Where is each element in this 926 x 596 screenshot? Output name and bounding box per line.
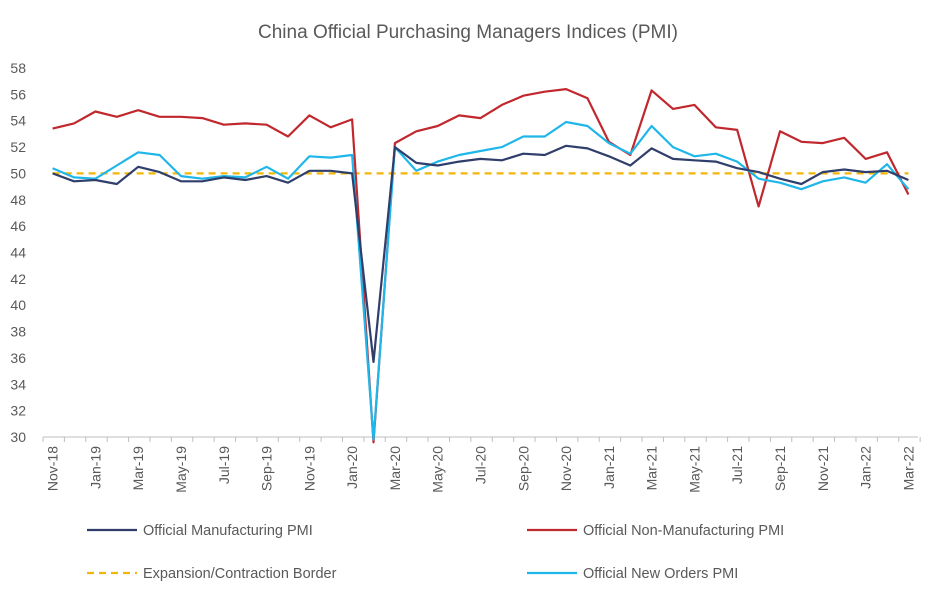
y-tick-label: 48 bbox=[10, 192, 26, 208]
legend-label: Official Manufacturing PMI bbox=[143, 523, 313, 539]
y-tick-label: 46 bbox=[10, 218, 26, 234]
x-tick-label: Nov-18 bbox=[45, 446, 61, 491]
y-tick-label: 34 bbox=[10, 376, 26, 392]
series-line-official-new-orders-pmi bbox=[52, 120, 910, 441]
y-tick-label: 32 bbox=[10, 403, 26, 419]
x-tick-label: Jan-22 bbox=[858, 446, 874, 489]
y-tick-label: 40 bbox=[10, 297, 26, 313]
x-tick-label: May-20 bbox=[430, 446, 446, 493]
x-tick-label: Jul-20 bbox=[473, 446, 489, 484]
x-tick-label: Sep-20 bbox=[515, 446, 531, 491]
legend-label: Expansion/Contraction Border bbox=[143, 566, 337, 582]
x-tick-label: Jul-19 bbox=[216, 446, 232, 484]
x-axis: Nov-18 Jan-19 Mar-19 May-19 Jul-19 Sep-19 Nov-… bbox=[42, 436, 921, 493]
y-tick-label: 58 bbox=[10, 60, 26, 76]
x-tick-label: Jul-21 bbox=[729, 446, 745, 484]
x-tick-label: Jan-20 bbox=[344, 446, 360, 489]
series-line-official-manufacturing-pmi bbox=[52, 144, 909, 363]
x-tick-label: May-21 bbox=[686, 446, 702, 493]
legend: Official Manufacturing PMI Official Non-M… bbox=[87, 523, 784, 582]
x-tick-label: Sep-21 bbox=[772, 446, 788, 491]
x-tick-label: May-19 bbox=[173, 446, 189, 493]
x-tick-label: Sep-19 bbox=[259, 446, 275, 491]
x-tick-label: Mar-21 bbox=[644, 446, 660, 491]
x-tick-label: Mar-20 bbox=[387, 446, 403, 491]
y-tick-label: 54 bbox=[10, 113, 26, 129]
y-tick-label: 36 bbox=[10, 350, 26, 366]
x-tick-label: Nov-21 bbox=[815, 446, 831, 491]
x-tick-label: Mar-22 bbox=[900, 446, 916, 491]
x-tick-label: Jan-19 bbox=[87, 446, 103, 489]
plot-area bbox=[52, 87, 910, 444]
x-tick-label: Jan-21 bbox=[601, 446, 617, 489]
y-tick-label: 38 bbox=[10, 324, 26, 340]
series-line-official-non-manufacturing-pmi bbox=[52, 87, 910, 444]
legend-label: Official Non-Manufacturing PMI bbox=[583, 523, 784, 539]
y-tick-label: 44 bbox=[10, 245, 26, 261]
x-tick-label: Nov-19 bbox=[301, 446, 317, 491]
chart-title: China Official Purchasing Managers Indic… bbox=[258, 22, 678, 43]
y-tick-label: 56 bbox=[10, 86, 26, 102]
y-axis: 30 32 34 36 38 40 42 44 46 48 50 52 54 56 58 bbox=[10, 60, 26, 445]
legend-label: Official New Orders PMI bbox=[583, 566, 738, 582]
x-tick-label: Nov-20 bbox=[558, 446, 574, 491]
y-tick-label: 52 bbox=[10, 139, 26, 155]
x-tick-label: Mar-19 bbox=[130, 446, 146, 491]
y-tick-label: 42 bbox=[10, 271, 26, 287]
y-tick-label: 50 bbox=[10, 165, 26, 181]
y-tick-label: 30 bbox=[10, 429, 26, 445]
